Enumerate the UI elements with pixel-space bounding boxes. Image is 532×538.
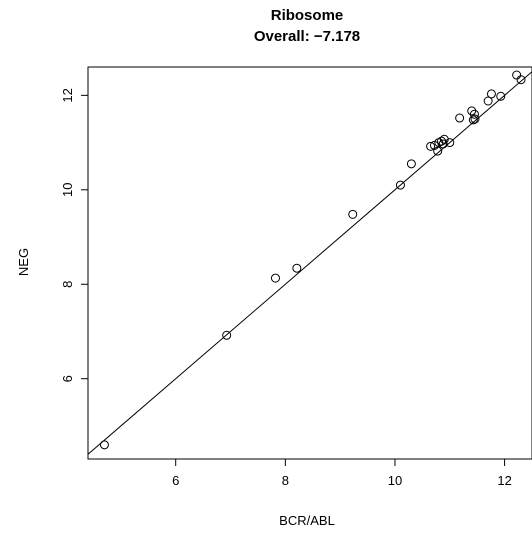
x-tick-label: 10 [388,473,402,488]
y-tick-label: 6 [60,375,75,382]
data-point [99,440,109,450]
data-point [516,75,526,85]
data-point [483,96,493,106]
x-tick-label: 12 [497,473,511,488]
data-point [468,115,478,125]
data-point [438,139,448,149]
data-point [467,106,477,116]
data-point [469,109,479,119]
data-point [445,138,455,148]
x-tick-label: 8 [282,473,289,488]
chart-title: Ribosome [271,7,344,24]
data-point [512,70,522,80]
plot-frame [87,66,532,460]
data-point [426,141,436,151]
data-points [99,70,526,450]
data-point [470,114,480,124]
y-axis-label: NEG [16,248,31,276]
x-axis-label: BCR/ABL [279,513,335,528]
x-tick-label: 6 [172,473,179,488]
y-tick-label: 10 [60,183,75,197]
y-tick-label: 12 [60,88,75,102]
data-point [496,91,506,101]
data-point [395,180,405,190]
data-point [406,159,416,169]
chart-subtitle: Overall: −7.178 [254,28,360,45]
data-point [455,113,465,123]
data-point [292,263,302,273]
plot-area [87,66,532,460]
data-point [486,89,496,99]
identity-line-group [87,71,532,455]
data-point [222,330,232,340]
data-point [433,146,443,156]
identity-line [87,71,532,455]
x-axis: 6 8 10 12 [172,459,512,488]
data-point [270,273,280,283]
y-axis: 6 8 10 12 [60,88,88,382]
data-point [348,209,358,219]
y-tick-label: 8 [60,281,75,288]
